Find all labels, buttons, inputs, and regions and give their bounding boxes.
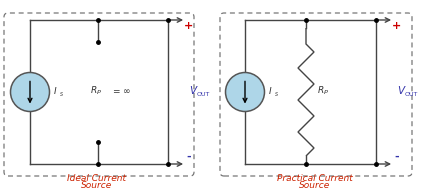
Text: $_S$: $_S$	[274, 91, 279, 99]
Text: $= \infty$: $= \infty$	[111, 87, 131, 95]
Text: OUT: OUT	[197, 92, 210, 97]
Text: $V$: $V$	[397, 84, 407, 96]
Text: Ideal Current: Ideal Current	[67, 174, 126, 183]
Text: $_S$: $_S$	[59, 91, 64, 99]
Text: Practical Current: Practical Current	[277, 174, 353, 183]
Circle shape	[11, 73, 50, 112]
Text: $R_P$: $R_P$	[90, 85, 102, 97]
Text: OUT: OUT	[405, 92, 418, 97]
Text: $R_P$: $R_P$	[317, 85, 329, 97]
Text: $V$: $V$	[189, 84, 199, 96]
Text: Source: Source	[81, 181, 113, 190]
Text: $I$: $I$	[268, 85, 273, 97]
Text: -: -	[187, 152, 191, 162]
Text: -: -	[395, 152, 399, 162]
Text: $I$: $I$	[53, 85, 58, 97]
Circle shape	[226, 73, 265, 112]
Text: +: +	[184, 21, 194, 31]
Text: +: +	[392, 21, 402, 31]
Text: Source: Source	[299, 181, 331, 190]
